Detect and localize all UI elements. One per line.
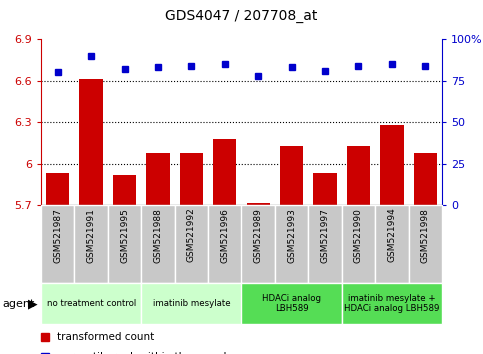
Bar xyxy=(242,283,342,324)
Bar xyxy=(80,79,103,354)
Text: GSM521990: GSM521990 xyxy=(354,208,363,263)
Text: GSM521998: GSM521998 xyxy=(421,208,430,263)
Text: GSM521995: GSM521995 xyxy=(120,208,129,263)
Text: GSM521987: GSM521987 xyxy=(53,208,62,263)
Text: GSM521996: GSM521996 xyxy=(220,208,229,263)
Bar xyxy=(280,146,303,354)
Bar xyxy=(342,205,375,283)
Bar xyxy=(180,153,203,354)
Text: agent: agent xyxy=(2,298,35,309)
Text: GSM521989: GSM521989 xyxy=(254,208,263,263)
Text: percentile rank within the sample: percentile rank within the sample xyxy=(57,352,233,354)
Bar xyxy=(375,205,409,283)
Bar xyxy=(342,283,442,324)
Bar xyxy=(46,173,70,354)
Bar xyxy=(308,205,342,283)
Bar xyxy=(409,205,442,283)
Bar xyxy=(142,283,242,324)
Bar xyxy=(41,283,142,324)
Bar xyxy=(313,173,337,354)
Text: no treatment control: no treatment control xyxy=(46,299,136,308)
Bar xyxy=(142,205,175,283)
Text: GSM521988: GSM521988 xyxy=(154,208,162,263)
Bar xyxy=(74,205,108,283)
Bar xyxy=(146,153,170,354)
Bar xyxy=(208,205,242,283)
Bar xyxy=(275,205,308,283)
Bar xyxy=(413,153,437,354)
Bar xyxy=(113,175,136,354)
Bar xyxy=(108,205,142,283)
Text: GSM521997: GSM521997 xyxy=(321,208,329,263)
Text: ▶: ▶ xyxy=(28,297,38,310)
Bar xyxy=(380,125,403,354)
Text: GSM521992: GSM521992 xyxy=(187,208,196,262)
Bar xyxy=(242,205,275,283)
Text: HDACi analog
LBH589: HDACi analog LBH589 xyxy=(262,294,321,313)
Text: GSM521993: GSM521993 xyxy=(287,208,296,263)
Bar xyxy=(41,205,74,283)
Text: imatinib mesylate +
HDACi analog LBH589: imatinib mesylate + HDACi analog LBH589 xyxy=(344,294,440,313)
Bar xyxy=(213,139,237,354)
Text: GDS4047 / 207708_at: GDS4047 / 207708_at xyxy=(165,9,318,23)
Text: GSM521991: GSM521991 xyxy=(86,208,96,263)
Bar xyxy=(347,146,370,354)
Text: GSM521994: GSM521994 xyxy=(387,208,397,262)
Bar xyxy=(175,205,208,283)
Text: transformed count: transformed count xyxy=(57,332,155,342)
Bar xyxy=(246,202,270,354)
Text: imatinib mesylate: imatinib mesylate xyxy=(153,299,230,308)
